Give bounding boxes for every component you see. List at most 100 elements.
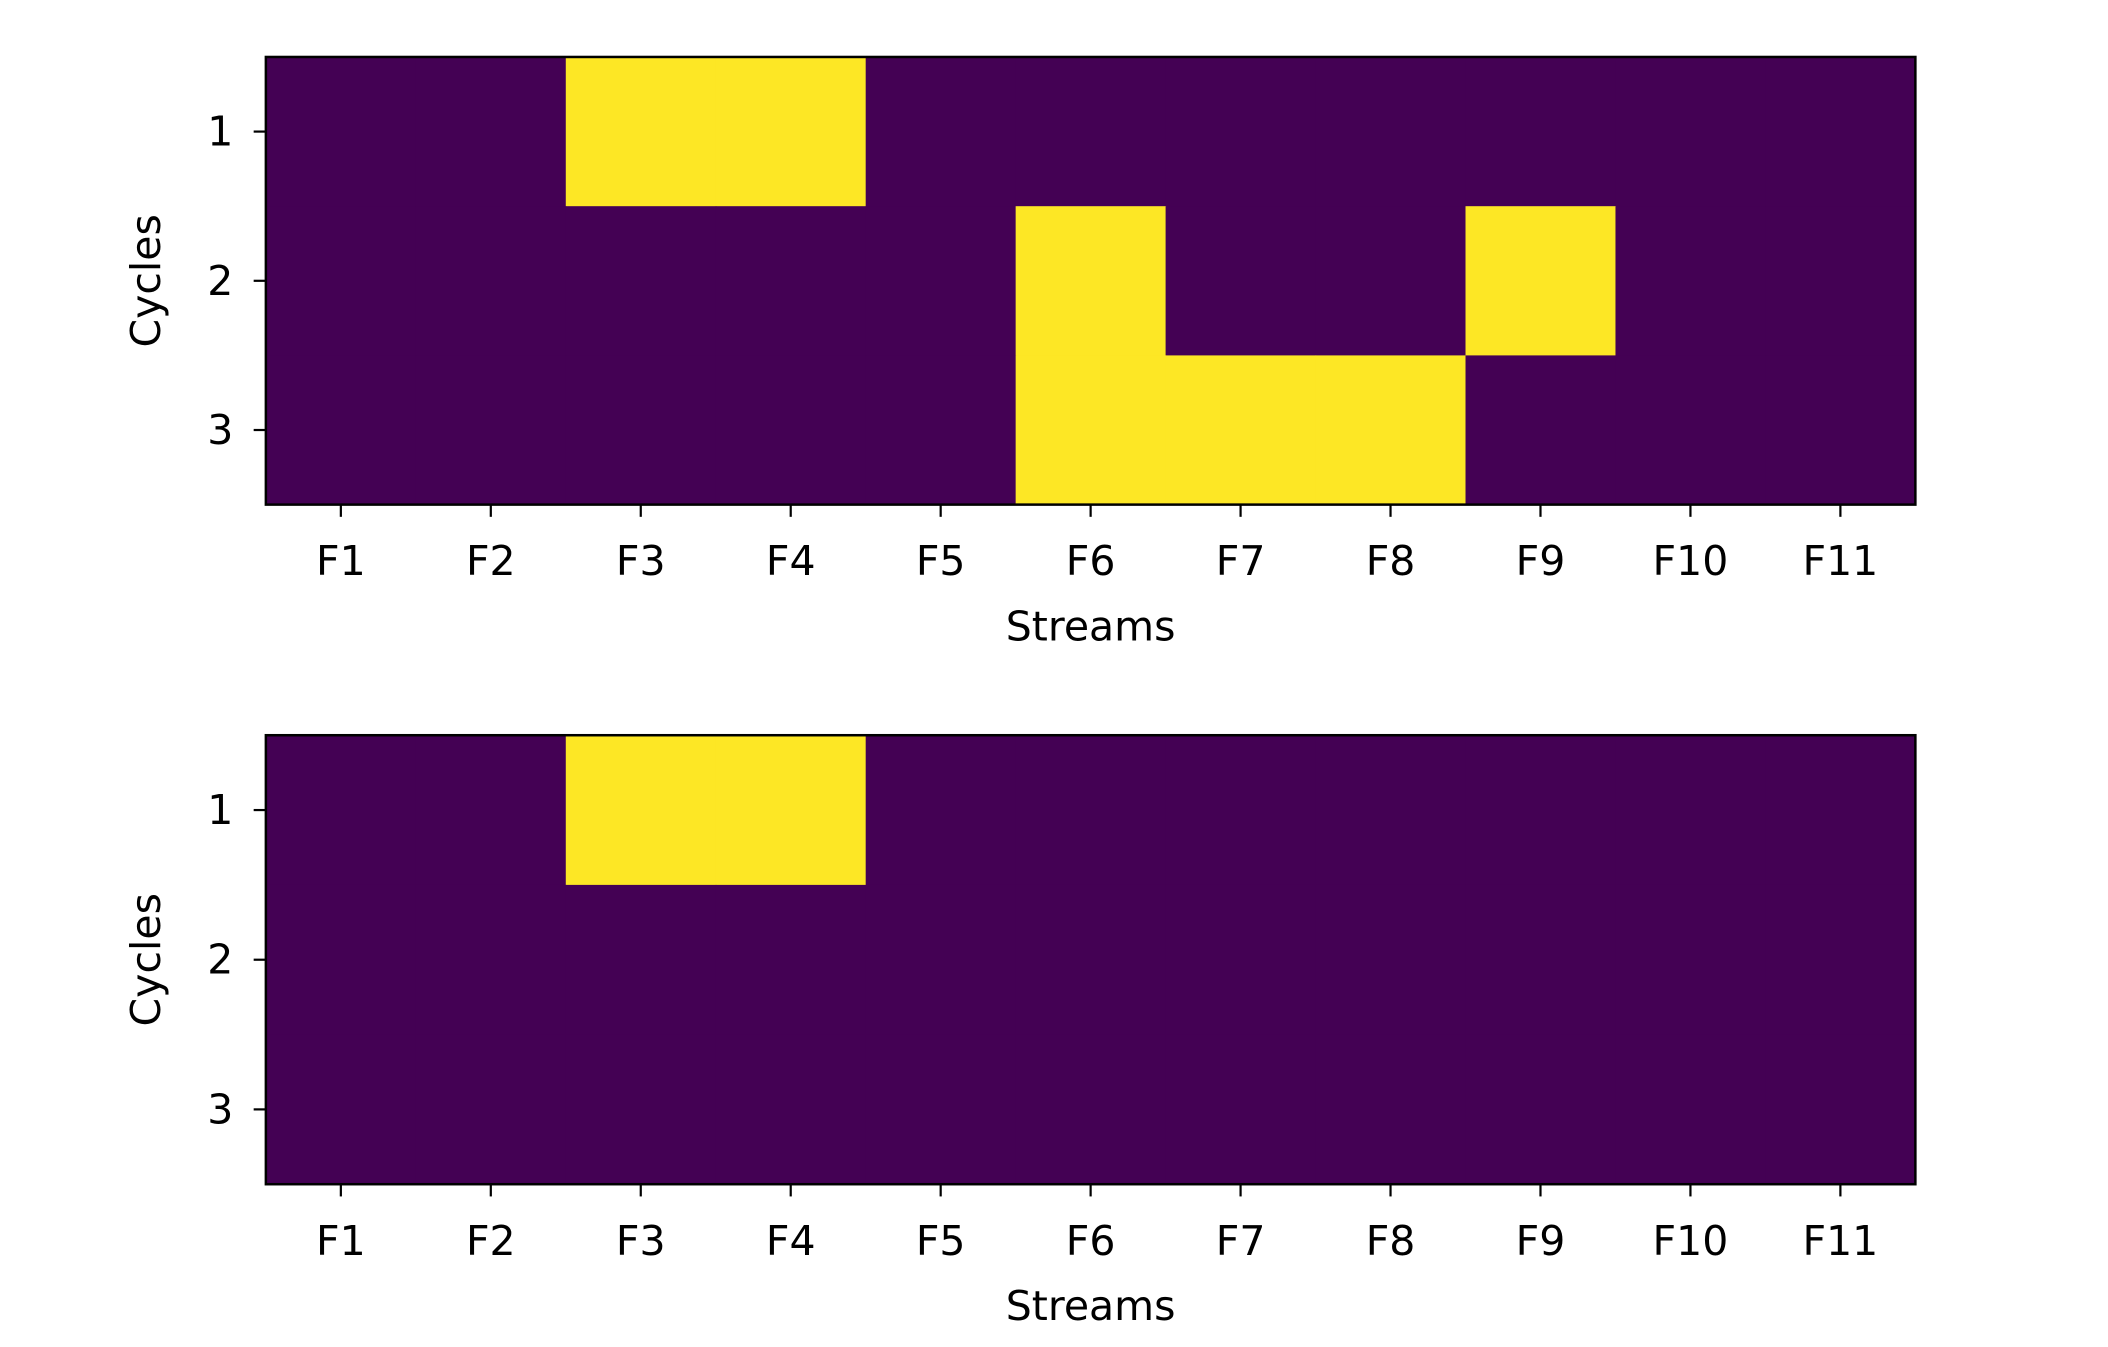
- heatmap-top-cell: [1015, 56, 1167, 207]
- heatmap-bottom-x-ticks: F1 F2 F3 F4 F5 F6 F7 F8 F9 F10 F11: [316, 1184, 1878, 1265]
- heatmap-top-x-tick-label: F1: [316, 537, 366, 585]
- heatmap-bottom-cell: [1615, 735, 1767, 886]
- heatmap-top-cell: [1615, 56, 1767, 207]
- heatmap-bottom-x-tick-label: F1: [316, 1217, 366, 1265]
- heatmap-top-cell: [1465, 206, 1617, 356]
- heatmap-bottom-cell: [1315, 735, 1467, 886]
- heatmap-top-y-tick-label: 3: [207, 406, 233, 454]
- heatmap-bottom-cell: [1165, 735, 1317, 886]
- heatmap-bottom-cell: [1465, 1034, 1617, 1185]
- heatmap-top-x-tick-label: F5: [916, 537, 966, 585]
- heatmap-bottom-cell: [565, 884, 717, 1036]
- heatmap-top-cell: [415, 56, 567, 207]
- heatmap-bottom-cell: [715, 1034, 867, 1185]
- heatmap-bottom-x-tick-label: F10: [1653, 1217, 1729, 1265]
- heatmap-top-x-tick-label: F10: [1653, 537, 1729, 585]
- heatmap-top-x-tick-label: F8: [1366, 537, 1416, 585]
- heatmap-top-y-axis-label: Cycles: [122, 214, 170, 347]
- heatmap-bottom-cell: [265, 735, 417, 886]
- heatmap-bottom-cell: [265, 884, 417, 1036]
- heatmap-bottom-cell: [1015, 884, 1167, 1036]
- heatmap-bottom-cell: [1615, 1034, 1767, 1185]
- heatmap-top-cell: [1165, 355, 1317, 506]
- heatmap-bottom-cell: [415, 735, 567, 886]
- heatmap-top-x-tick-label: F6: [1066, 537, 1116, 585]
- heatmap-top-cell: [1765, 56, 1916, 207]
- heatmap-bottom-cell: [565, 735, 717, 886]
- heatmap-top-cell: [865, 56, 1017, 207]
- heatmap-top-cell: [865, 355, 1017, 506]
- heatmap-top-x-tick-label: F2: [466, 537, 516, 585]
- heatmap-bottom-x-tick-label: F6: [1066, 1217, 1116, 1265]
- heatmap-top-cell: [1765, 355, 1916, 506]
- heatmap-top-cell: [715, 56, 867, 207]
- heatmap-top-cell: [1615, 355, 1767, 506]
- heatmap-top-cell: [865, 206, 1017, 356]
- heatmap-top-cell: [265, 56, 417, 207]
- heatmap-bottom-cell: [1315, 884, 1467, 1036]
- heatmap-top-x-tick-label: F4: [766, 537, 816, 585]
- heatmap-bottom-cell: [1765, 735, 1916, 886]
- heatmap-top-cell: [565, 56, 717, 207]
- heatmap-top-cell: [1165, 206, 1317, 356]
- heatmap-bottom-y-tick-label: 2: [207, 936, 233, 984]
- heatmap-bottom-cell: [1165, 1034, 1317, 1185]
- heatmap-top-cell: [715, 206, 867, 356]
- heatmap-top-cell: [715, 355, 867, 506]
- heatmap-bottom-cell: [865, 735, 1017, 886]
- heatmap-top-cell: [1015, 355, 1167, 506]
- heatmap-top-cell: [1015, 206, 1167, 356]
- heatmap-top-cell: [1615, 206, 1767, 356]
- heatmap-top-x-tick-label: F11: [1803, 537, 1879, 585]
- heatmap-bottom-cells: [265, 735, 1916, 1185]
- heatmap-top-y-tick-label: 1: [207, 108, 233, 156]
- heatmap-bottom-x-tick-label: F5: [916, 1217, 966, 1265]
- heatmap-bottom-y-axis-label: Cycles: [122, 893, 170, 1026]
- heatmap-top-cell: [415, 206, 567, 356]
- heatmap-top-x-ticks: F1 F2 F3 F4 F5 F6 F7 F8 F9 F10 F11: [316, 504, 1879, 585]
- heatmap-bottom-x-tick-label: F8: [1366, 1217, 1416, 1265]
- heatmap-bottom-x-tick-label: F11: [1803, 1217, 1879, 1265]
- heatmap-top-cell: [1465, 56, 1617, 207]
- heatmap-bottom-cell: [865, 1034, 1017, 1185]
- heatmap-top-cell: [565, 206, 717, 356]
- heatmap-top-y-tick-label: 2: [207, 257, 233, 305]
- heatmap-top-cell: [265, 355, 417, 506]
- heatmap-top-cell: [1165, 56, 1317, 207]
- heatmap-bottom-cell: [1015, 735, 1167, 886]
- heatmap-bottom-cell: [565, 1034, 717, 1185]
- heatmap-bottom-x-tick-label: F9: [1516, 1217, 1566, 1265]
- heatmap-top: F1 F2 F3 F4 F5 F6 F7 F8 F9 F10 F11 1 2 3 Streams Cyc…: [122, 55, 1917, 650]
- heatmap-top-x-tick-label: F3: [616, 537, 666, 585]
- heatmap-top-cells: [265, 56, 1916, 506]
- heatmap-bottom-x-tick-label: F7: [1216, 1217, 1266, 1265]
- heatmap-top-x-axis-label: Streams: [1006, 602, 1176, 650]
- heatmap-bottom-cell: [415, 884, 567, 1036]
- heatmap-bottom-cell: [1615, 884, 1767, 1036]
- heatmap-top-cell: [1465, 355, 1617, 506]
- heatmap-bottom-cell: [265, 1034, 417, 1185]
- heatmap-bottom-x-tick-label: F3: [616, 1217, 666, 1265]
- heatmap-top-cell: [1315, 206, 1467, 356]
- heatmap-bottom-cell: [865, 884, 1017, 1036]
- heatmap-bottom-cell: [1315, 1034, 1467, 1185]
- heatmap-top-cell: [415, 355, 567, 506]
- heatmap-bottom-cell: [1165, 884, 1317, 1036]
- heatmap-bottom-cell: [1465, 884, 1617, 1036]
- heatmap-bottom-x-tick-label: F4: [766, 1217, 816, 1265]
- heatmap-bottom-y-tick-label: 3: [207, 1085, 233, 1133]
- heatmap-bottom-y-tick-label: 1: [207, 786, 233, 834]
- heatmap-top-x-tick-label: F7: [1216, 537, 1266, 585]
- heatmap-bottom-cell: [715, 735, 867, 886]
- heatmap-bottom-cell: [415, 1034, 567, 1185]
- heatmap-bottom-cell: [1465, 735, 1617, 886]
- heatmap-top-cell: [565, 355, 717, 506]
- heatmap-top-cell: [1765, 206, 1916, 356]
- heatmap-top-y-ticks: 1 2 3: [207, 108, 266, 454]
- heatmap-bottom-cell: [1765, 1034, 1916, 1185]
- heatmap-top-cell: [1315, 56, 1467, 207]
- heatmap-top-cell: [1315, 355, 1467, 506]
- heatmap-top-x-tick-label: F9: [1516, 537, 1566, 585]
- heatmap-bottom-x-tick-label: F2: [466, 1217, 516, 1265]
- heatmap-top-cell: [265, 206, 417, 356]
